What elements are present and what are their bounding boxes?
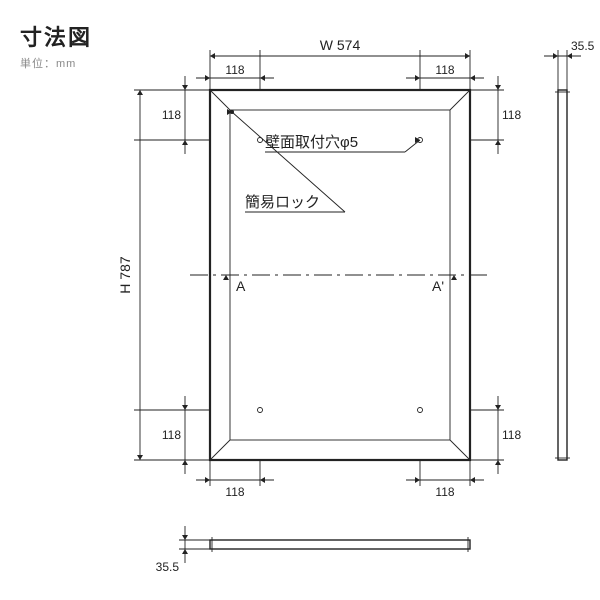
- callout-hole: 壁面取付穴φ5: [265, 134, 358, 151]
- section-label-aprime: A': [432, 278, 444, 294]
- dim-118: 118: [502, 108, 521, 122]
- dim-118: 118: [162, 108, 181, 122]
- mounting-hole: [418, 408, 423, 413]
- dim-355: 35.5: [571, 39, 595, 53]
- dim-118: 118: [502, 428, 521, 442]
- bottom-profile: [210, 540, 470, 549]
- dim-355: 35.5: [156, 560, 180, 574]
- dim-118: 118: [225, 485, 244, 499]
- dim-118: 118: [435, 485, 454, 499]
- dim-118: 118: [225, 63, 244, 77]
- mounting-hole: [258, 408, 263, 413]
- dimension-diagram: A A' W 574 118 118 35.5 118 118 H 787 118 118 118 11…: [0, 0, 600, 600]
- dim-width: W 574: [320, 37, 361, 53]
- dim-118: 118: [162, 428, 181, 442]
- side-profile: [558, 90, 567, 460]
- dim-height: H 787: [117, 256, 133, 294]
- callout-lock: 簡易ロック: [245, 193, 320, 211]
- unit-label: 単位：mm: [20, 55, 76, 71]
- section-label-a: A: [236, 278, 246, 294]
- page-title: 寸法図: [20, 20, 92, 52]
- dim-118: 118: [435, 63, 454, 77]
